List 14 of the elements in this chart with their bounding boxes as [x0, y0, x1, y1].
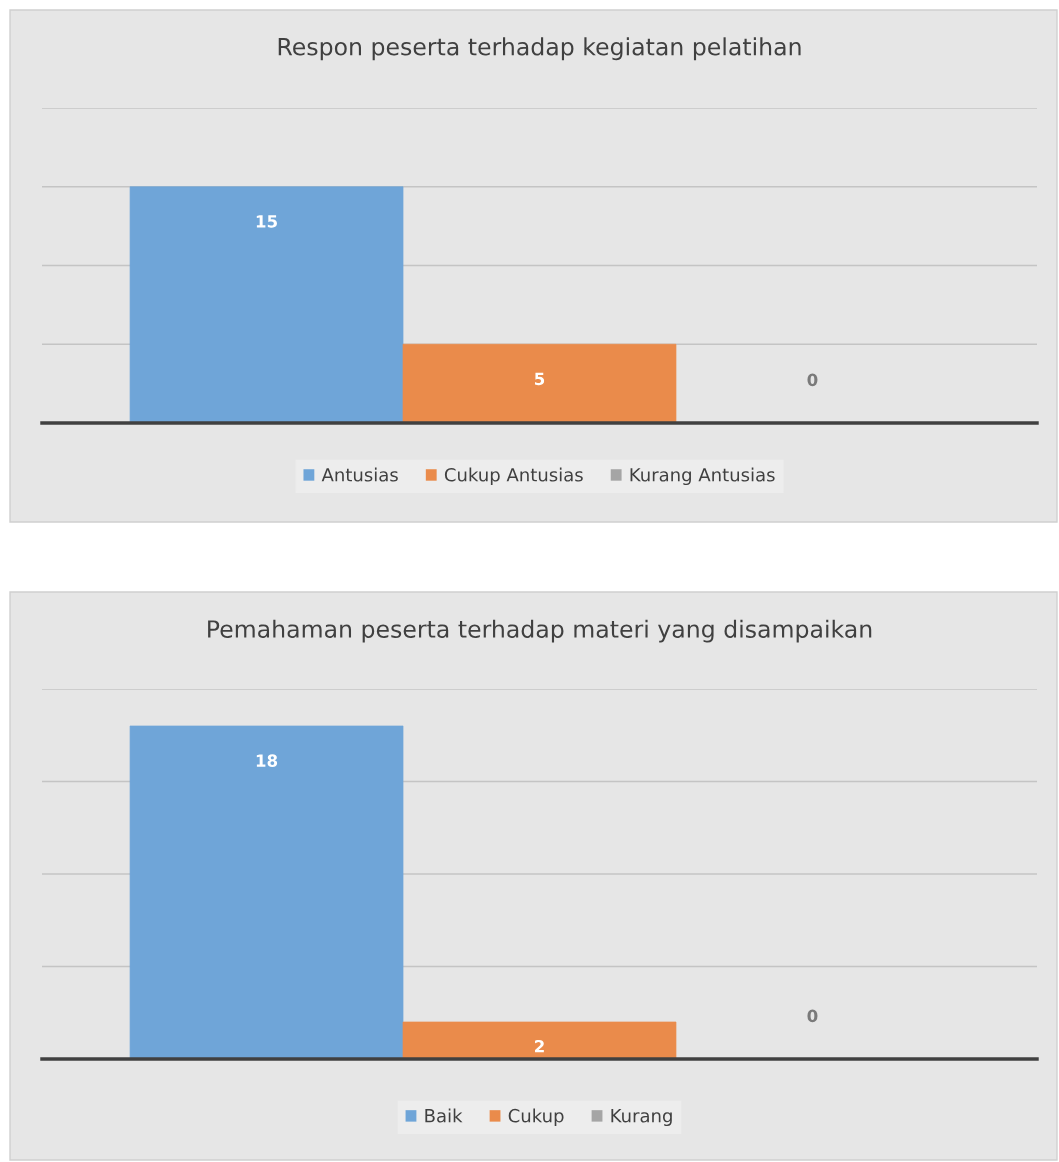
data-label: 2	[535, 1039, 544, 1053]
legend-label: Baik	[425, 1108, 463, 1123]
data-label: 18	[256, 754, 278, 767]
chart-title: Pemahaman peserta terhadap materi yang disampaikan	[208, 619, 872, 643]
legend-label: Kurang Antusias	[630, 467, 775, 486]
legend-label: Cukup	[508, 1108, 564, 1127]
legend-label: Kurang	[611, 1109, 672, 1127]
legend-label: Cukup Antusias	[444, 467, 583, 486]
legend-label: Antusias	[321, 467, 398, 482]
data-label: 15	[256, 215, 277, 228]
chart-title: Respon peserta terhadap kegiatan pelatihan	[278, 37, 801, 61]
data-label: 0	[807, 1009, 818, 1023]
data-label: 5	[534, 372, 545, 386]
data-label: 0	[807, 373, 818, 387]
